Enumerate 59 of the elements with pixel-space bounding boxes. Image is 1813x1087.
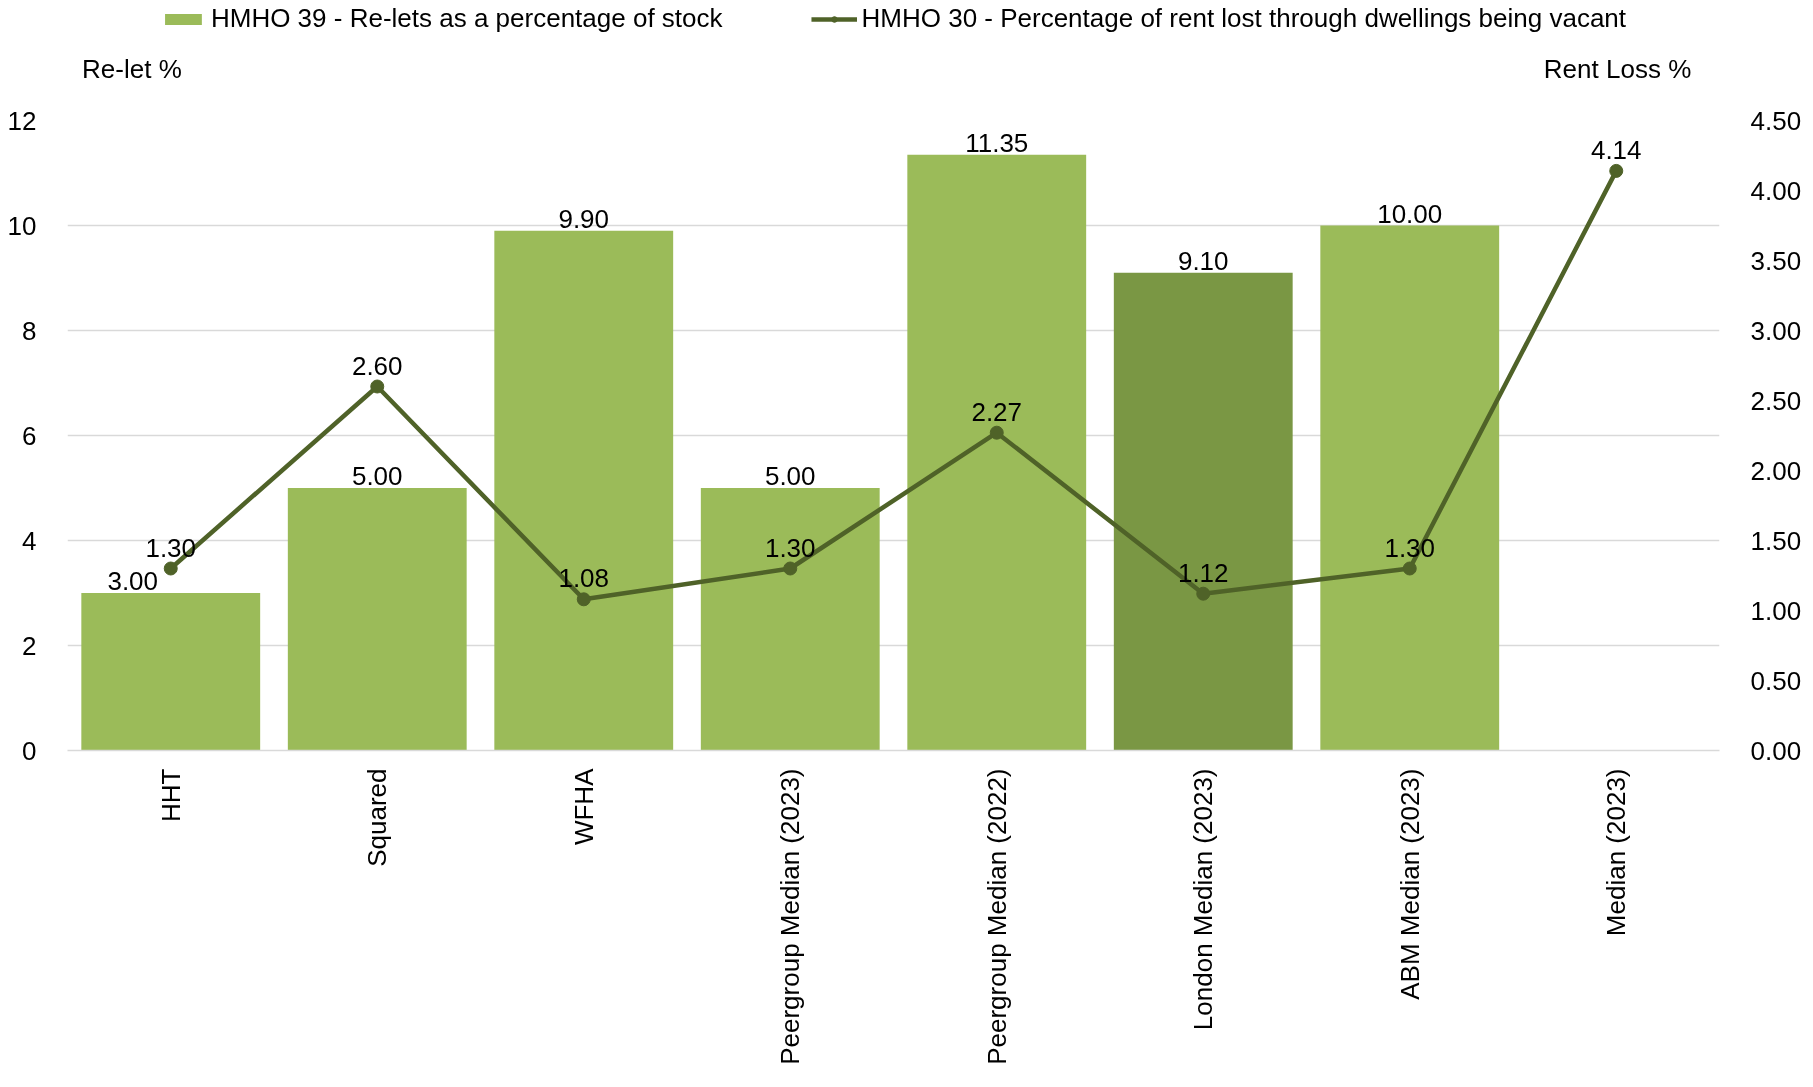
point [1196,586,1211,601]
data-label: 4.14 [1590,134,1642,165]
y-tick-label: 10 [7,210,37,241]
data-label: 2.60 [351,350,403,381]
y2-tick-label: 1.00 [1750,595,1802,626]
y-tick-label: 2 [22,630,37,661]
bar [81,593,261,751]
y2-tick-label: 4.00 [1750,175,1802,206]
bar [1113,272,1293,751]
y2-tick-label: 2.00 [1750,455,1802,486]
y-tick-label: 12 [7,105,37,136]
data-label: 1.30 [764,532,816,563]
x-tick-label: ABM Median (2023) [1394,768,1425,1000]
data-label: 1.12 [1177,557,1229,588]
point [1609,163,1624,178]
y2-tick-label: 3.00 [1750,315,1802,346]
data-label: 1.08 [558,563,610,594]
data-label: 1.30 [145,532,197,563]
x-tick-label: Peergroup Median (2022) [981,768,1012,1065]
bar [700,488,880,751]
data-label: 5.00 [351,461,403,491]
data-label: 11.35 [965,127,1029,158]
data-label: 2.27 [971,396,1023,427]
y-tick-label: 4 [22,525,37,556]
y2-tick-label: 0.50 [1750,665,1802,696]
legend-label: HMHO 30 - Percentage of rent lost through dwellings being vacant [861,3,1627,34]
y-axis-title: Re-let % [82,53,182,84]
y2-axis-title: Rent Loss % [1543,53,1692,84]
point [783,561,798,576]
x-tick-label: HHT [155,768,186,822]
data-label: 9.90 [558,203,610,234]
point [370,379,385,394]
x-tick-label: Squared [362,768,393,867]
point [1402,561,1417,576]
y-tick-label: 6 [22,420,37,451]
y2-tick-label: 0.00 [1750,735,1802,766]
y2-tick-label: 1.50 [1750,525,1802,556]
y-tick-label: 8 [22,315,37,346]
bar [907,154,1087,751]
bar [494,230,674,751]
data-label: 3.00 [107,566,159,596]
y2-tick-label: 2.50 [1750,385,1802,416]
y2-tick-label: 3.50 [1750,245,1802,276]
bar [287,488,467,751]
bar [1320,225,1500,751]
x-tick-label: WFHA [568,767,599,846]
data-label: 1.30 [1384,532,1436,563]
x-tick-label: Median (2023) [1601,768,1632,937]
y-tick-label: 0 [22,735,37,766]
legend-label: HMHO 39 - Re-lets as a percentage of stock [210,3,723,34]
data-label: 10.00 [1377,198,1443,229]
point [163,561,178,576]
y2-tick-label: 4.50 [1750,105,1802,136]
point [576,592,591,607]
point [989,425,1004,440]
x-tick-label: London Median (2023) [1188,768,1219,1031]
data-label: 5.00 [764,461,816,491]
data-label: 9.10 [1177,245,1229,276]
x-tick-label: Peergroup Median (2023) [775,768,806,1065]
